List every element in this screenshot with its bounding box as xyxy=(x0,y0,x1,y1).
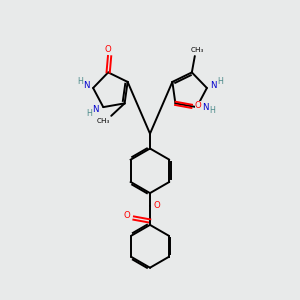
Text: N: N xyxy=(83,81,90,90)
Text: CH₃: CH₃ xyxy=(191,46,205,52)
Text: H: H xyxy=(77,77,83,86)
Text: O: O xyxy=(195,101,202,110)
Text: CH₃: CH₃ xyxy=(96,118,110,124)
Text: N: N xyxy=(202,103,208,112)
Text: N: N xyxy=(93,105,99,114)
Text: O: O xyxy=(124,211,130,220)
Text: O: O xyxy=(153,201,160,210)
Text: N: N xyxy=(210,81,217,90)
Text: H: H xyxy=(217,77,223,86)
Text: H: H xyxy=(86,109,92,118)
Text: H: H xyxy=(209,106,215,115)
Text: O: O xyxy=(105,45,112,54)
